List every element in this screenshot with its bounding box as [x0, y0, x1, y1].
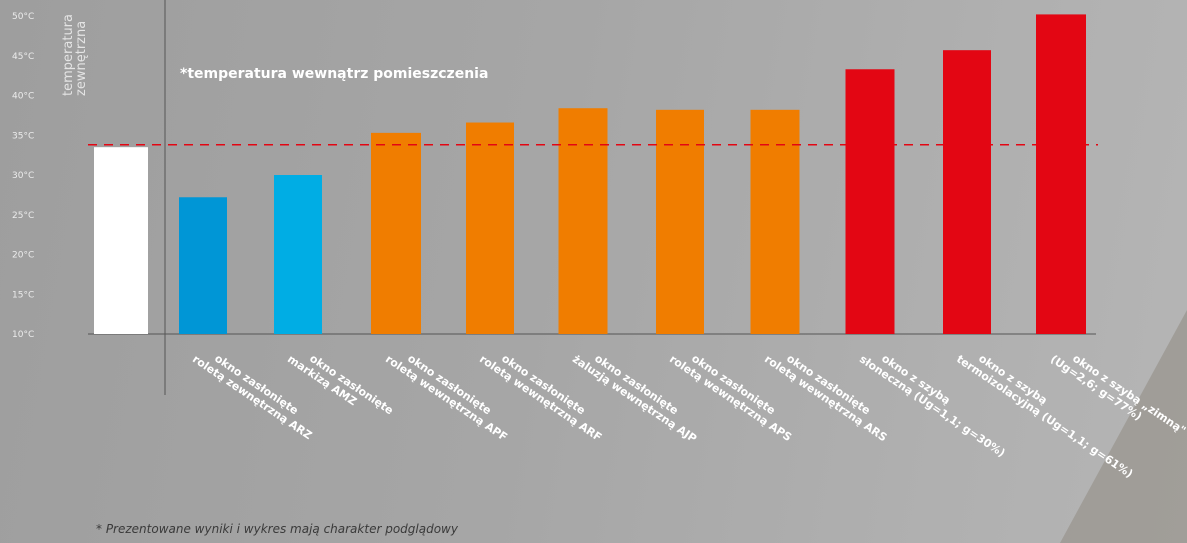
- bar-8: [845, 69, 895, 334]
- footnote: * Prezentowane wyniki i wykres mają char…: [96, 522, 458, 536]
- y-tick-label: 15°C: [12, 290, 34, 300]
- outside-temperature-label: temperatura zewnętrzna: [61, 14, 89, 96]
- y-tick-label: 40°C: [12, 92, 34, 102]
- y-tick-label: 45°C: [12, 52, 34, 62]
- window-frame: [1060, 310, 1187, 543]
- bar-10: [1036, 14, 1086, 334]
- chart-note: *temperatura wewnątrz pomieszczenia: [180, 66, 489, 82]
- category-label: okno zasłonięteroletą zewnętrzną ARZ: [190, 342, 322, 443]
- bar-4: [466, 122, 514, 334]
- bar-3: [371, 132, 421, 334]
- y-tick-label: 30°C: [12, 171, 34, 181]
- y-tick-label: 10°C: [12, 330, 34, 340]
- bar-outside-temperature: [94, 147, 148, 334]
- bar-7: [750, 109, 800, 334]
- bar-1: [179, 197, 227, 334]
- category-label: okno zasłoniętemarkizą AMZ: [285, 342, 396, 428]
- bar-2: [274, 175, 322, 334]
- y-tick-label: 35°C: [12, 131, 34, 141]
- bar-9: [943, 50, 991, 335]
- bar-6: [656, 109, 704, 334]
- category-label: okno zasłonięteroletą wewnętrzną APF: [383, 342, 517, 444]
- y-tick-label: 20°C: [12, 251, 34, 261]
- y-tick-label: 25°C: [12, 211, 34, 221]
- y-tick-label: 50°C: [12, 12, 34, 22]
- bar-5: [558, 108, 608, 334]
